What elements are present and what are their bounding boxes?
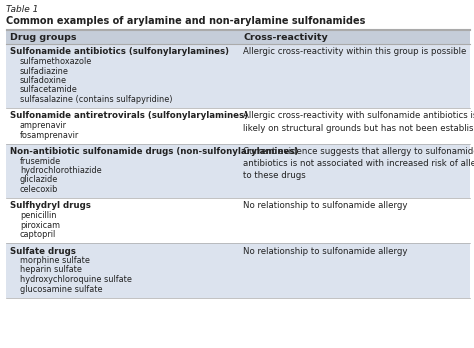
Text: Current evidence suggests that allergy to sulfonamide
antibiotics is not associa: Current evidence suggests that allergy t…	[243, 147, 474, 180]
Text: glucosamine sulfate: glucosamine sulfate	[20, 285, 102, 293]
Text: sulfadiazine: sulfadiazine	[20, 66, 69, 76]
Text: Sulfonamide antibiotics (sulfonylarylamines): Sulfonamide antibiotics (sulfonylarylami…	[10, 47, 229, 56]
Text: Common examples of arylamine and non-arylamine sulfonamides: Common examples of arylamine and non-ary…	[6, 16, 365, 26]
Text: Non-antibiotic sulfonamide drugs (non-sulfonylarylamines): Non-antibiotic sulfonamide drugs (non-su…	[10, 147, 298, 156]
Bar	[6, 143, 470, 198]
Text: hydroxychloroquine sulfate: hydroxychloroquine sulfate	[20, 275, 132, 284]
Text: sulfasalazine (contains sulfapyridine): sulfasalazine (contains sulfapyridine)	[20, 95, 173, 104]
Text: sulfadoxine: sulfadoxine	[20, 76, 67, 85]
Text: No relationship to sulfonamide allergy: No relationship to sulfonamide allergy	[243, 201, 408, 211]
Text: Drug groups: Drug groups	[10, 32, 76, 41]
Text: Allergic cross-reactivity within this group is possible: Allergic cross-reactivity within this gr…	[243, 47, 467, 56]
Text: Sulfonamide antiretrovirals (sulfonylarylamines): Sulfonamide antiretrovirals (sulfonylary…	[10, 111, 248, 120]
Text: hydrochlorothiazide: hydrochlorothiazide	[20, 166, 101, 175]
Text: amprenavir: amprenavir	[20, 121, 67, 130]
Text: sulfacetamide: sulfacetamide	[20, 86, 78, 95]
Text: Table 1: Table 1	[6, 5, 38, 14]
Bar	[6, 30, 470, 44]
Text: No relationship to sulfonamide allergy: No relationship to sulfonamide allergy	[243, 246, 408, 255]
Text: morphine sulfate: morphine sulfate	[20, 256, 90, 265]
Text: sulfamethoxazole: sulfamethoxazole	[20, 57, 92, 66]
Bar	[6, 198, 470, 243]
Text: heparin sulfate: heparin sulfate	[20, 266, 82, 275]
Text: gliclazide: gliclazide	[20, 175, 58, 184]
Text: penicillin: penicillin	[20, 211, 56, 220]
Text: Cross-reactivity: Cross-reactivity	[243, 32, 328, 41]
Text: Sulfhydryl drugs: Sulfhydryl drugs	[10, 201, 91, 211]
Text: fosamprenavir: fosamprenavir	[20, 130, 79, 140]
Text: frusemide: frusemide	[20, 157, 61, 166]
Bar	[6, 243, 470, 298]
Text: captopril: captopril	[20, 230, 56, 239]
Bar	[6, 108, 470, 143]
Text: celecoxib: celecoxib	[20, 185, 58, 194]
Text: piroxicam: piroxicam	[20, 221, 60, 229]
Bar	[6, 44, 470, 108]
Text: Sulfate drugs: Sulfate drugs	[10, 246, 76, 255]
Text: Allergic cross-reactivity with sulfonamide antibiotics is
likely on structural g: Allergic cross-reactivity with sulfonami…	[243, 111, 474, 133]
